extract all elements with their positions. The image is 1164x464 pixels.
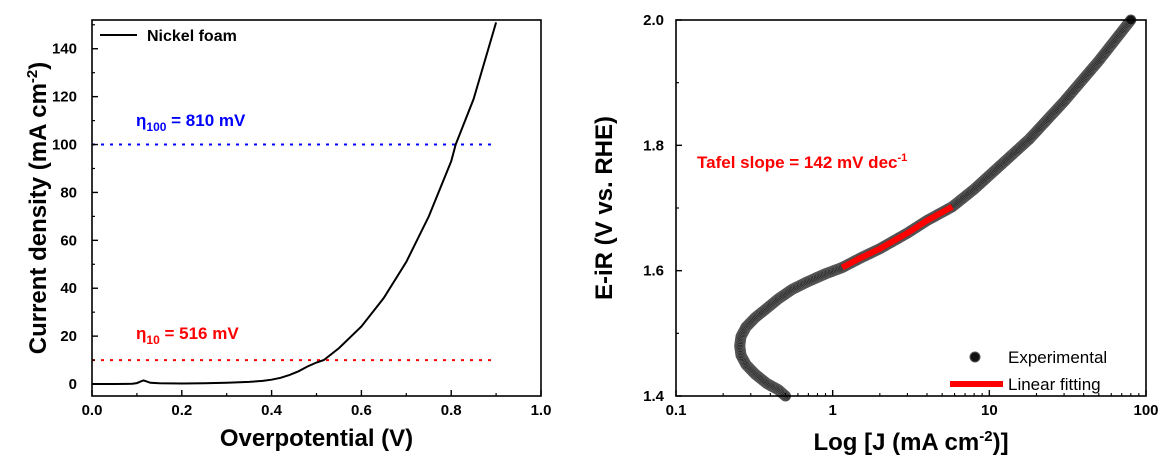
left-y-tick-label: 20 — [60, 328, 77, 345]
right-x-title-main: Log [J (mA cm — [813, 429, 979, 456]
eta100-symbol: η — [136, 111, 146, 130]
left-y-tick-label: 80 — [60, 184, 77, 201]
right-chart: 0.1 1 10 100 1.4 1.6 1.8 2.0 Tafel slope = 142… — [591, 12, 1159, 456]
legend-marker-experimental — [969, 351, 981, 363]
right-y-tick-label: 1.6 — [643, 263, 664, 280]
left-y-tick-label: 140 — [52, 41, 77, 58]
left-y-ticks: 0 20 40 60 80 100 120 140 — [52, 24, 98, 393]
right-x-axis-title: Log [J (mA cm-2)] — [813, 428, 1008, 456]
tafel-slope-main: Tafel slope = 142 mV dec — [697, 153, 897, 172]
right-x-tick-label: 1 — [828, 402, 836, 419]
left-y-tick-label: 0 — [69, 376, 77, 393]
left-x-tick-label: 1.0 — [531, 402, 552, 419]
legend-label-experimental: Experimental — [1008, 348, 1107, 367]
right-plot-frame — [675, 19, 1147, 397]
right-y-axis-title: E-iR (V vs. RHE) — [591, 116, 618, 300]
left-chart: 0.0 0.2 0.4 0.6 0.8 1.0 0 20 40 60 80 100 120 140 Ni… — [24, 19, 552, 452]
left-x-axis-title: Overpotential (V) — [220, 425, 413, 452]
left-y-tick-label: 60 — [60, 232, 77, 249]
eta10-subscript: 10 — [146, 333, 160, 347]
annotation-eta10: η10 = 516 mV — [136, 324, 239, 347]
right-x-title-end: )] — [993, 429, 1009, 456]
left-x-tick-label: 0.4 — [261, 402, 283, 419]
annotation-eta100: η100 = 810 mV — [136, 111, 246, 134]
left-x-tick-label: 0.2 — [171, 402, 192, 419]
right-y-tick-label: 1.8 — [643, 137, 664, 154]
linear-fitting-line — [840, 204, 954, 271]
left-y-tick-label: 100 — [52, 137, 77, 154]
right-x-tick-label: 10 — [981, 402, 998, 419]
left-y-axis-title: Current density (mA cm-2) — [24, 62, 52, 355]
left-x-tick-label: 0.8 — [441, 402, 462, 419]
eta10-symbol: η — [136, 324, 146, 343]
eta10-value: = 516 mV — [160, 324, 240, 343]
left-x-tick-label: 0.6 — [351, 402, 372, 419]
right-y-ticks: 1.4 1.6 1.8 2.0 — [643, 12, 682, 405]
left-y-tick-label: 120 — [52, 89, 77, 106]
right-x-title-sup: -2 — [979, 428, 992, 445]
left-y-title-sup: -2 — [24, 70, 41, 83]
tafel-slope-sup: -1 — [897, 152, 907, 164]
left-y-title-end: ) — [25, 62, 52, 70]
right-x-tick-label: 0.1 — [666, 402, 687, 419]
right-y-tick-label: 1.4 — [643, 388, 665, 405]
left-y-tick-label: 40 — [60, 280, 77, 297]
right-x-ticks: 0.1 1 10 100 — [666, 390, 1159, 419]
eta100-value: = 810 mV — [166, 111, 246, 130]
left-y-title-main: Current density (mA cm — [25, 83, 52, 354]
right-y-tick-label: 2.0 — [643, 12, 664, 29]
legend-label-nickel-foam: Nickel foam — [147, 28, 237, 45]
legend-label-linear-fitting: Linear fitting — [1008, 375, 1101, 394]
left-reference-lines — [92, 143, 496, 362]
left-x-tick-label: 0.0 — [82, 402, 103, 419]
experimental-points — [734, 14, 1137, 402]
nickel-foam-curve — [92, 22, 498, 385]
tafel-slope-annotation: Tafel slope = 142 mV dec-1 — [697, 152, 907, 172]
eta100-subscript: 100 — [146, 120, 166, 134]
left-x-ticks: 0.0 0.2 0.4 0.6 0.8 1.0 — [82, 390, 552, 419]
right-x-tick-label: 100 — [1133, 402, 1158, 419]
